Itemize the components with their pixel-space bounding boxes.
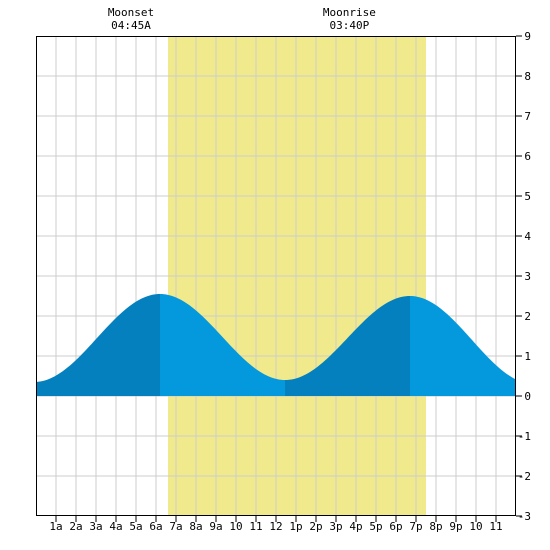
- x-tick-label: 5a: [129, 520, 142, 533]
- x-tick-label: 3a: [89, 520, 102, 533]
- x-tick-label: 1a: [49, 520, 62, 533]
- x-tick-label: 6p: [389, 520, 402, 533]
- x-tick-label: 4a: [109, 520, 122, 533]
- moon-event-name: Moonrise: [323, 6, 376, 19]
- y-tick-label: 0: [524, 390, 531, 403]
- y-tick-label: 8: [524, 70, 531, 83]
- x-tick-label: 1p: [289, 520, 302, 533]
- x-tick-label: 10: [229, 520, 242, 533]
- tide-falling-area: [160, 294, 285, 396]
- y-tick-label: 5: [524, 190, 531, 203]
- y-tick-label: -3: [518, 510, 531, 523]
- x-tick-label: 4p: [349, 520, 362, 533]
- y-tick-label: -1: [518, 430, 531, 443]
- x-tick-label: 10: [469, 520, 482, 533]
- moon-event-time: 03:40P: [330, 19, 370, 32]
- y-tick-label: 4: [524, 230, 531, 243]
- tide-falling-area: [410, 296, 516, 396]
- moon-event-time: 04:45A: [111, 19, 151, 32]
- y-tick-label: 3: [524, 270, 531, 283]
- x-tick-label: 6a: [149, 520, 162, 533]
- x-tick-label: 7p: [409, 520, 422, 533]
- y-tick-label: 2: [524, 310, 531, 323]
- x-tick-label: 5p: [369, 520, 382, 533]
- x-tick-label: 3p: [329, 520, 342, 533]
- moon-event-name: Moonset: [108, 6, 154, 19]
- x-tick-label: 2a: [69, 520, 82, 533]
- x-tick-label: 7a: [169, 520, 182, 533]
- x-tick-label: 11: [489, 520, 502, 533]
- x-tick-label: 9a: [209, 520, 222, 533]
- y-tick-label: 9: [524, 30, 531, 43]
- y-tick-label: 6: [524, 150, 531, 163]
- x-tick-label: 11: [249, 520, 262, 533]
- y-tick-label: 7: [524, 110, 531, 123]
- tide-rising-area: [36, 294, 160, 396]
- x-tick-label: 2p: [309, 520, 322, 533]
- grid-lines: [36, 36, 516, 516]
- tide-area-group: [36, 294, 516, 396]
- y-tick-label: 1: [524, 350, 531, 363]
- x-tick-label: 9p: [449, 520, 462, 533]
- y-axis-ticks: -3 -2 -1 0 1 2 3 4 5 6 7 8 9: [516, 30, 531, 523]
- x-tick-label: 8a: [189, 520, 202, 533]
- plot-frame: [36, 36, 516, 516]
- x-tick-label: 8p: [429, 520, 442, 533]
- x-axis-ticks: 1a 2a 3a 4a 5a 6a 7a 8a 9a 10 11 12 1p 2p 3p 4p 5p 6p 7p 8p…: [49, 516, 503, 533]
- x-tick-label: 12: [269, 520, 282, 533]
- tide-rising-area: [285, 296, 410, 396]
- y-tick-label: -2: [518, 470, 531, 483]
- plot-border: [36, 36, 516, 516]
